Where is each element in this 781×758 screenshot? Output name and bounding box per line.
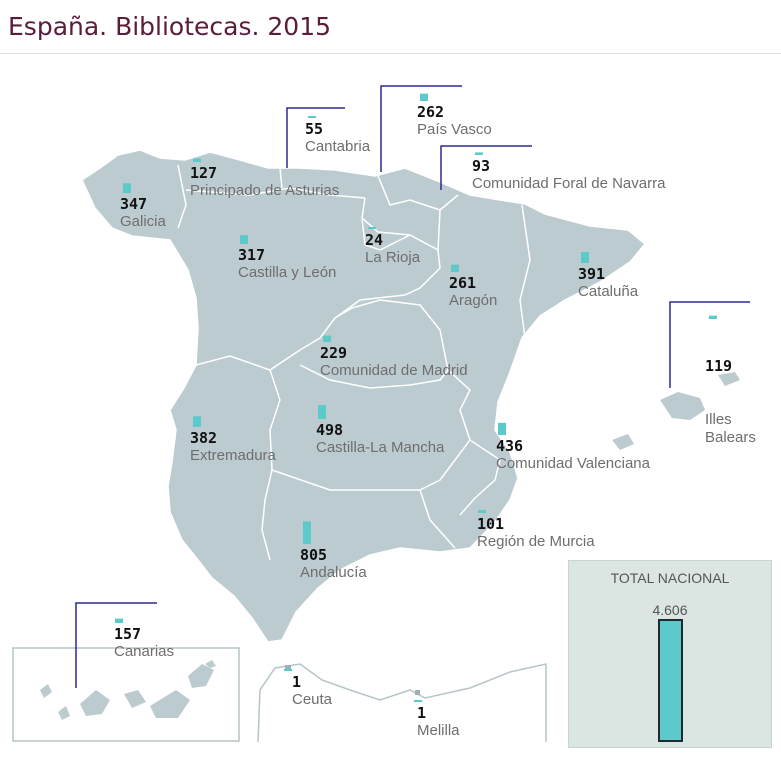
region-label-baleares: 119 Illes Balears: [705, 322, 756, 465]
bar-galicia: [123, 183, 131, 193]
region-label-ceuta: 1 Ceuta: [292, 674, 332, 709]
peninsula-landmass: [81, 149, 647, 643]
region-label-castilla-leon: 317 Castilla y León: [238, 247, 336, 282]
ceuta-shape: [285, 665, 291, 670]
total-nacional-bar: [658, 619, 683, 742]
bar-pais-vasco: [420, 93, 428, 101]
name-cataluna: Cataluña: [578, 283, 639, 300]
name-castilla-leon: Castilla y León: [238, 264, 337, 281]
region-label-cataluna: 391 Cataluña: [578, 266, 638, 301]
page-title: España. Bibliotecas. 2015: [8, 12, 332, 41]
baleares-landmass: [660, 392, 705, 420]
name-andalucia: Andalucía: [300, 564, 367, 581]
africa-coastline: [257, 663, 547, 743]
name-baleares: Illes Balears: [705, 411, 756, 446]
canarias-inset-frame: [12, 647, 240, 742]
value-cantabria: 55: [305, 120, 324, 138]
region-label-navarra: 93 Comunidad Foral de Navarra: [472, 158, 665, 193]
region-borders: [177, 164, 531, 561]
region-label-extremadura: 382 Extremadura: [190, 430, 276, 465]
region-label-la-rioja: 24 La Rioja: [365, 232, 420, 267]
total-nacional-panel: TOTAL NACIONAL 4.606: [568, 560, 772, 748]
value-ceuta: 1: [292, 673, 302, 691]
value-melilla: 1: [417, 704, 427, 722]
name-murcia: Región de Murcia: [477, 533, 595, 550]
name-cantabria: Cantabria: [305, 138, 371, 155]
region-label-asturias: 127 Principado de Asturias: [190, 165, 339, 200]
value-murcia: 101: [477, 515, 505, 533]
bar-cantabria: [308, 116, 316, 118]
region-label-pais-vasco: 262 País Vasco: [417, 104, 492, 139]
value-cataluna: 391: [578, 265, 606, 283]
bar-aragon: [451, 264, 459, 272]
total-nacional-value: 4.606: [652, 602, 688, 618]
value-valenciana: 436: [496, 437, 524, 455]
bar-murcia: [478, 510, 486, 513]
region-label-madrid: 229 Comunidad de Madrid: [320, 345, 468, 380]
region-label-andalucia: 805 Andalucía: [300, 547, 367, 582]
value-pais-vasco: 262: [417, 103, 445, 121]
bar-ceuta: [284, 669, 292, 671]
title-divider: [0, 53, 781, 54]
name-melilla: Melilla: [417, 722, 460, 739]
name-asturias: Principado de Asturias: [190, 182, 340, 199]
value-navarra: 93: [472, 157, 491, 175]
value-castilla-la-mancha: 498: [316, 421, 344, 439]
value-la-rioja: 24: [365, 231, 384, 249]
canarias-islands: [40, 660, 216, 720]
region-label-valenciana: 436 Comunidad Valenciana: [496, 438, 650, 473]
value-andalucia: 805: [300, 546, 328, 564]
name-extremadura: Extremadura: [190, 447, 276, 464]
name-aragon: Aragón: [449, 292, 498, 309]
bar-madrid: [323, 335, 331, 342]
bar-la-rioja: [368, 227, 376, 229]
value-extremadura: 382: [190, 429, 218, 447]
bar-canarias: [115, 618, 123, 623]
name-la-rioja: La Rioja: [365, 249, 421, 266]
region-bars: [115, 93, 717, 702]
name-pais-vasco: País Vasco: [417, 121, 492, 138]
name-canarias: Canarias: [114, 643, 175, 660]
bar-andalucia: [303, 521, 311, 544]
bar-baleares: [709, 315, 717, 319]
region-label-melilla: 1 Melilla: [417, 705, 460, 740]
name-navarra: Comunidad Foral de Navarra: [472, 175, 666, 192]
bar-extremadura: [193, 416, 201, 427]
value-galicia: 347: [120, 195, 148, 213]
bar-castilla-leon: [240, 235, 248, 244]
bar-castilla-la-mancha: [318, 405, 326, 419]
total-nacional-label: TOTAL NACIONAL: [610, 570, 730, 586]
leader-lines: [75, 85, 750, 688]
name-madrid: Comunidad de Madrid: [320, 362, 468, 379]
region-label-canarias: 157 Canarias: [114, 626, 174, 661]
bar-valenciana: [498, 422, 506, 435]
bar-asturias: [193, 158, 201, 162]
region-label-galicia: 347 Galicia: [120, 196, 166, 231]
region-label-aragon: 261 Aragón: [449, 275, 497, 310]
value-madrid: 229: [320, 344, 348, 362]
name-castilla-la-mancha: Castilla-La Mancha: [316, 439, 445, 456]
baleares-ibiza: [612, 434, 634, 450]
value-castilla-leon: 317: [238, 246, 266, 264]
name-ceuta: Ceuta: [292, 691, 333, 708]
region-label-cantabria: 55 Cantabria: [305, 121, 370, 156]
bar-melilla: [414, 700, 422, 702]
name-galicia: Galicia: [120, 213, 166, 230]
value-baleares: 119: [705, 357, 733, 375]
value-asturias: 127: [190, 164, 218, 182]
baleares-menorca: [718, 372, 740, 386]
value-canarias: 157: [114, 625, 142, 643]
name-valenciana: Comunidad Valenciana: [496, 455, 650, 472]
bar-navarra: [475, 152, 483, 155]
melilla-shape: [415, 690, 420, 695]
region-label-castilla-la-mancha: 498 Castilla-La Mancha: [316, 422, 444, 457]
value-aragon: 261: [449, 274, 477, 292]
region-label-murcia: 101 Región de Murcia: [477, 516, 595, 551]
bar-cataluna: [581, 252, 589, 263]
